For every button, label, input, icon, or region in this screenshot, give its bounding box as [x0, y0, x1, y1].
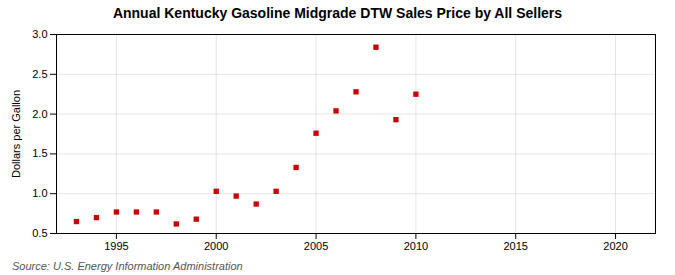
svg-text:3.0: 3.0 [32, 28, 47, 40]
svg-text:1.5: 1.5 [32, 147, 47, 159]
html-text:Annual Kentucky Gasoline Midgr: Annual Kentucky Gasoline Midgrade DTW Sa… [112, 5, 563, 21]
svg-text:1995: 1995 [104, 240, 128, 252]
svg-text:Dollars per Gallon: Dollars per Gallon [10, 90, 22, 178]
svg-text:2.5: 2.5 [32, 68, 47, 80]
svg-text:2.0: 2.0 [32, 108, 47, 120]
svg-text:0.5: 0.5 [32, 227, 47, 239]
svg-text:1.0: 1.0 [32, 187, 47, 199]
html-text:Source: U.S. Energy Informatio: Source: U.S. Energy Information Administ… [12, 260, 243, 272]
svg-text:2015: 2015 [503, 240, 527, 252]
svg-text:2010: 2010 [404, 240, 428, 252]
svg-text:2020: 2020 [603, 240, 627, 252]
svg-text:2000: 2000 [204, 240, 228, 252]
svg-text:2005: 2005 [304, 240, 328, 252]
